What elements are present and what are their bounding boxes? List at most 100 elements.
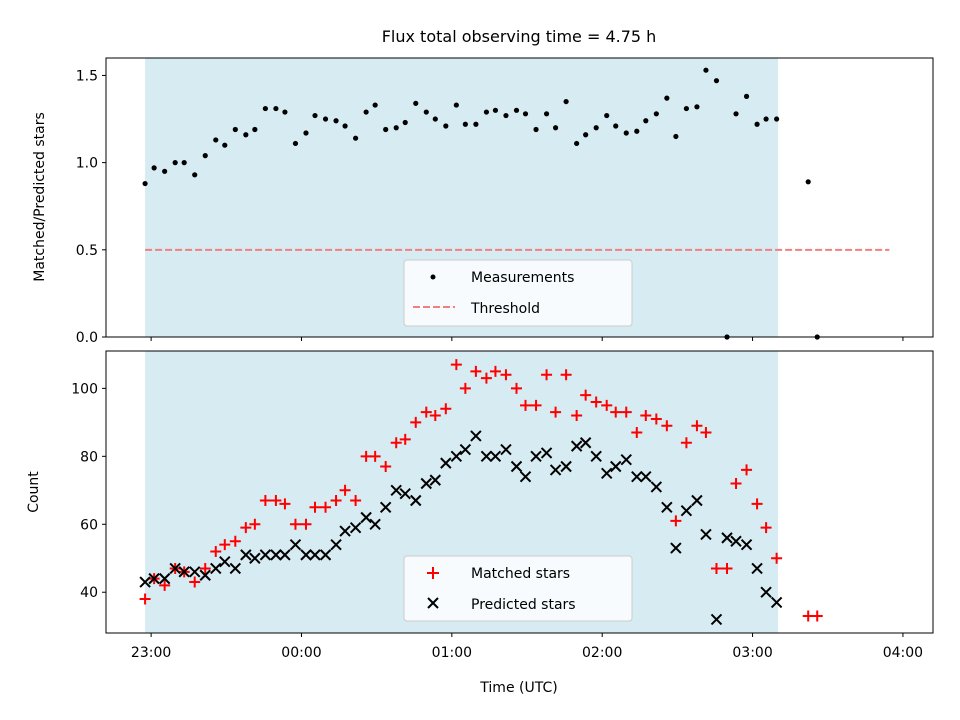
- bottom-matched-stars-point: [330, 494, 342, 506]
- top-measurements-point: [513, 107, 520, 113]
- bottom-matched-stars-point: [429, 410, 441, 422]
- bottom-xtick-label: 00:00: [281, 645, 321, 661]
- legend-threshold-label: Threshold: [470, 301, 540, 317]
- top-measurements-point: [543, 111, 550, 117]
- bottom-predicted-stars-point: [450, 450, 463, 463]
- bottom-predicted-stars-point: [770, 596, 783, 609]
- bottom-predicted-stars-point: [330, 538, 342, 551]
- top-legend-box: [403, 259, 633, 327]
- top-measurements-point: [443, 123, 449, 129]
- bottom-matched-stars-point: [459, 382, 471, 394]
- bottom-matched-stars-point: [710, 562, 722, 574]
- top-measurements-point: [623, 130, 629, 136]
- top-panel: 0.0 0.5 1.0 1.5: [76, 57, 934, 346]
- top-measurements-point: [483, 109, 490, 115]
- bottom-predicted-stars-point: [270, 549, 282, 561]
- top-measurements-point: [312, 112, 318, 119]
- bottom-matched-stars-point: [199, 562, 211, 574]
- top-measurements-point: [432, 116, 438, 122]
- bottom-predicted-stars-point: [300, 549, 312, 561]
- bottom-matched-stars-point: [601, 399, 613, 411]
- bottom-matched-stars-point: [620, 406, 632, 418]
- bottom-matched-stars-point: [610, 406, 622, 418]
- bottom-matched-stars-point: [670, 515, 682, 527]
- top-measurements-point: [181, 160, 187, 166]
- bottom-xlabel: Time (UTC): [479, 680, 557, 696]
- bottom-matched-stars-point: [279, 498, 291, 510]
- legend-matched-marker: [427, 567, 439, 579]
- bottom-predicted-stars-point: [489, 450, 502, 463]
- top-measurements-point: [393, 125, 399, 131]
- bottom-xtick-label: 03:00: [732, 645, 772, 661]
- top-measurements-point: [703, 67, 709, 73]
- top-measurements-point: [303, 130, 309, 136]
- top-measurements-point: [604, 112, 610, 119]
- legend-predicted-label: Predicted stars: [471, 597, 576, 613]
- bottom-matched-stars-point: [350, 494, 362, 506]
- bottom-matched-stars-point: [721, 562, 733, 574]
- bottom-predicted-stars-point: [610, 460, 622, 473]
- top-measurements-point: [252, 126, 258, 133]
- bottom-matched-stars-point: [259, 494, 271, 506]
- bottom-matched-stars-point: [691, 420, 703, 432]
- bottom-matched-stars-point: [550, 406, 562, 418]
- top-measurements-point: [383, 126, 389, 133]
- top-measurements-point: [673, 133, 679, 140]
- top-measurements-point: [583, 132, 589, 138]
- bottom-matched-stars-point: [410, 416, 422, 428]
- bottom-predicted-stars-point: [210, 562, 222, 575]
- top-measurements-point: [363, 109, 369, 115]
- bottom-matched-stars-point: [700, 427, 712, 439]
- top-measurements-point: [763, 116, 769, 122]
- bottom-matched-stars-point: [210, 545, 222, 557]
- legend-predicted-marker: [427, 597, 439, 609]
- top-measurements-point: [413, 100, 419, 106]
- top-axes-frame: [105, 57, 934, 338]
- bottom-matched-stars-point: [339, 484, 351, 496]
- bottom-matched-stars-point: [309, 501, 321, 513]
- bottom-legend-box: [403, 555, 633, 622]
- top-measurements-point: [503, 112, 509, 119]
- bottom-matched-stars-point: [631, 427, 643, 439]
- bottom-predicted-stars-point: [620, 454, 632, 466]
- bottom-predicted-stars-point: [420, 477, 432, 490]
- bottom-ylabel: Count: [26, 471, 42, 513]
- chart-title: Flux total observing time = 4.75 h: [382, 27, 657, 46]
- bottom-predicted-stars-point: [549, 464, 562, 476]
- bottom-matched-stars-point: [229, 535, 241, 547]
- bottom-predicted-stars-point: [379, 501, 392, 513]
- bottom-ytick-label: 100: [71, 381, 98, 397]
- bottom-predicted-stars-point: [730, 535, 742, 547]
- top-measurements-point: [222, 142, 228, 148]
- legend-measurements-marker: [430, 274, 436, 280]
- bottom-predicted-stars-point: [178, 566, 190, 578]
- bottom-predicted-stars-point: [470, 430, 482, 442]
- bottom-matched-stars-point: [159, 579, 171, 591]
- bottom-predicted-stars-point: [349, 521, 362, 534]
- bottom-matched-stars-point: [240, 522, 252, 534]
- top-measurements-point: [342, 123, 348, 129]
- legend-measurements-label: Measurements: [471, 270, 574, 286]
- bottom-matched-stars-point: [771, 552, 783, 564]
- bottom-predicted-stars-point: [640, 471, 652, 483]
- top-measurements-point: [333, 118, 339, 124]
- bottom-predicted-stars-point: [399, 487, 411, 500]
- top-measurements-point: [151, 165, 157, 171]
- bottom-predicted-stars-point: [740, 538, 753, 551]
- top-measurements-point: [322, 116, 329, 122]
- bottom-predicted-stars-point: [540, 447, 553, 459]
- top-measurements-point: [552, 125, 559, 131]
- bottom-matched-stars-point: [520, 399, 532, 411]
- bottom-predicted-stars-point: [459, 443, 472, 456]
- bottom-ytick-label: 60: [80, 517, 98, 533]
- bottom-xtick-label: 02:00: [582, 645, 622, 661]
- bottom-matched-stars-point: [440, 403, 452, 415]
- bottom-matched-stars-point: [489, 365, 501, 377]
- top-ytick-label: 0.5: [76, 243, 98, 259]
- bottom-matched-stars-point: [530, 399, 542, 411]
- bottom-xtick-label: 23:00: [131, 645, 171, 661]
- bottom-predicted-stars-point: [390, 484, 402, 497]
- top-measurements-point: [172, 160, 178, 166]
- bottom-matched-stars-point: [480, 372, 492, 384]
